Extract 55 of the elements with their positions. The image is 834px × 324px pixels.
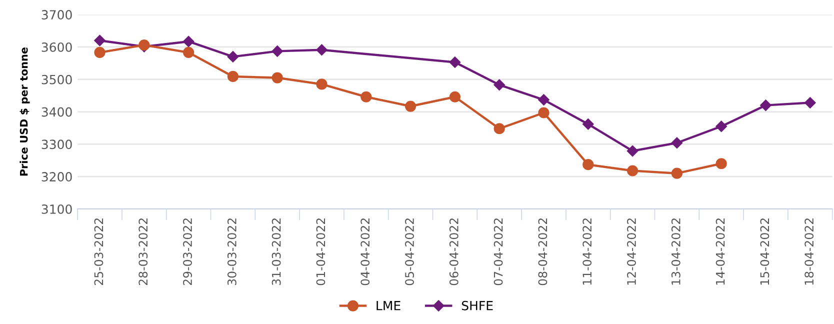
point	[760, 100, 772, 111]
point	[626, 145, 638, 157]
y-tick-label: 3200	[42, 172, 72, 182]
x-tick-label: 13-04-2022	[671, 218, 680, 285]
x-tick-label: 18-04-2022	[804, 218, 814, 285]
point	[227, 51, 239, 62]
point	[449, 56, 461, 68]
y-tick-label: 3700	[42, 10, 72, 20]
point	[183, 46, 194, 58]
x-tick-label: 07-04-2022	[494, 218, 503, 286]
x-tick-label: 12-04-2022	[627, 218, 636, 285]
x-tick-label: 14-04-2022	[716, 218, 725, 285]
point	[671, 168, 682, 179]
point	[804, 97, 816, 108]
point	[626, 165, 638, 176]
point	[538, 94, 550, 106]
y-tick-label: 3100	[42, 204, 72, 214]
x-tick-label: 04-04-2022	[360, 218, 370, 286]
x-tick-label: 06-04-2022	[449, 218, 458, 286]
point	[94, 46, 106, 58]
point	[494, 123, 505, 134]
point	[182, 36, 194, 48]
x-tick-label: 11-04-2022	[582, 218, 592, 285]
x-tick-label: 05-04-2022	[405, 218, 414, 286]
point	[671, 137, 683, 148]
point	[404, 100, 416, 112]
x-tick-label: 01-04-2022	[316, 218, 326, 286]
point	[94, 34, 106, 46]
y-tick-label: 3500	[42, 74, 72, 84]
x-tick-label: 25-03-2022	[94, 218, 104, 286]
y-tick-label: 3400	[42, 107, 72, 117]
point	[316, 78, 328, 90]
point	[582, 118, 594, 130]
point	[494, 79, 505, 90]
x-tick-label: 08-04-2022	[538, 218, 548, 286]
y-tick-label: 3300	[42, 140, 72, 150]
x-tick-label: 28-03-2022	[138, 218, 148, 286]
point	[538, 107, 550, 118]
point	[227, 70, 239, 82]
legend-label: LME	[376, 301, 400, 310]
legend-label: SHFE	[462, 300, 493, 310]
point	[582, 159, 594, 170]
point	[716, 158, 727, 170]
point	[272, 72, 283, 84]
x-tick-label: 30-03-2022	[227, 218, 236, 286]
y-tick-label: 3600	[42, 42, 72, 52]
x-tick-label: 15-04-2022	[760, 218, 770, 285]
point	[449, 91, 461, 102]
point	[316, 44, 328, 56]
y-axis-title: Price USD $ per tonne	[20, 47, 30, 176]
point	[272, 46, 283, 57]
x-tick-label: 29-03-2022	[183, 218, 192, 286]
x-tick-label: 31-03-2022	[272, 218, 281, 286]
point	[360, 91, 372, 102]
point	[716, 120, 727, 132]
